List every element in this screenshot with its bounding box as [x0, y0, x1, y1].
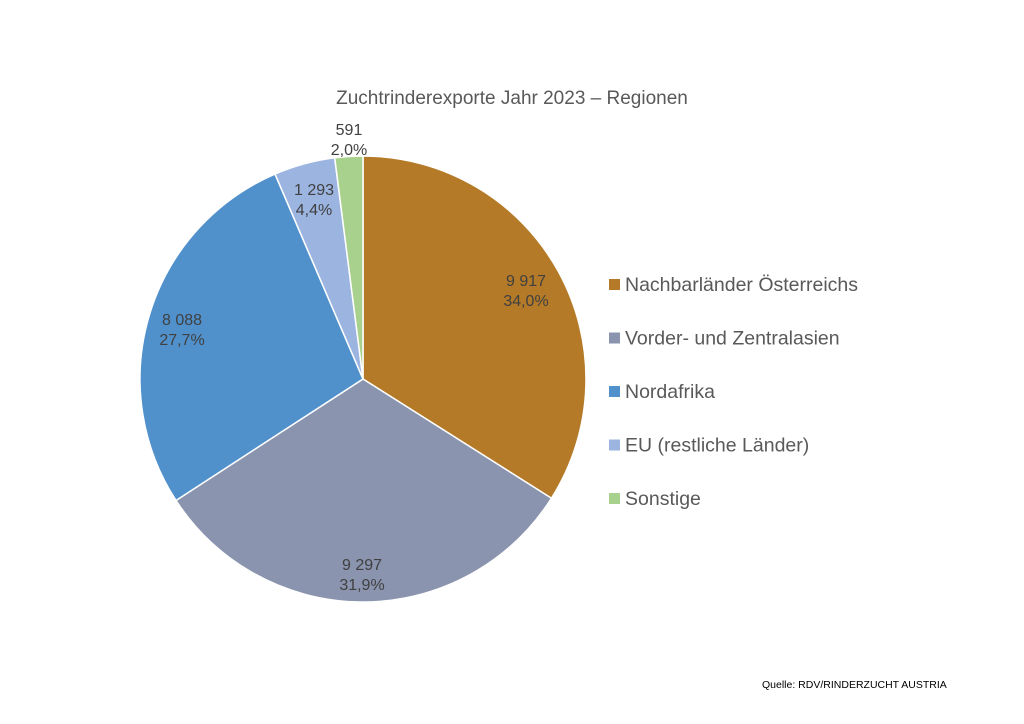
pie-slice-1: [362, 155, 587, 500]
pie-slice-3: [139, 173, 364, 502]
legend-label: Nordafrika: [625, 381, 715, 403]
data-label-percent: 31,9%: [339, 577, 384, 594]
data-label-percent: 27,7%: [159, 332, 204, 349]
data-label-percent: 34,0%: [503, 293, 548, 310]
legend-label: EU (restliche Länder): [625, 435, 809, 457]
legend-label: Vorder- und Zentralasien: [625, 328, 840, 350]
legend-label: Nachbarländer Österreichs: [625, 274, 858, 296]
data-label-percent: 2,0%: [331, 142, 367, 159]
legend-swatch: [609, 493, 620, 504]
legend-swatch: [609, 439, 620, 451]
data-label-percent: 4,4%: [296, 202, 332, 219]
pie-slice-2: [174, 378, 553, 603]
source-note: Quelle: RDV/RINDERZUCHT AUSTRIA: [762, 679, 947, 691]
legend-swatch: [609, 279, 620, 290]
chart-title: Zuchtrinderexporte Jahr 2023 – Regionen: [336, 88, 688, 109]
data-label-value: 8 088: [162, 312, 202, 329]
data-label-value: 9 297: [342, 557, 382, 574]
legend-swatch: [609, 332, 620, 344]
data-label-value: 1 293: [294, 182, 334, 199]
legend-label: Sonstige: [625, 488, 701, 510]
data-label-value: 591: [336, 122, 363, 139]
pie-slice-5: [333, 155, 364, 380]
legend-swatch: [609, 386, 620, 397]
data-label-value: 9 917: [506, 273, 546, 290]
